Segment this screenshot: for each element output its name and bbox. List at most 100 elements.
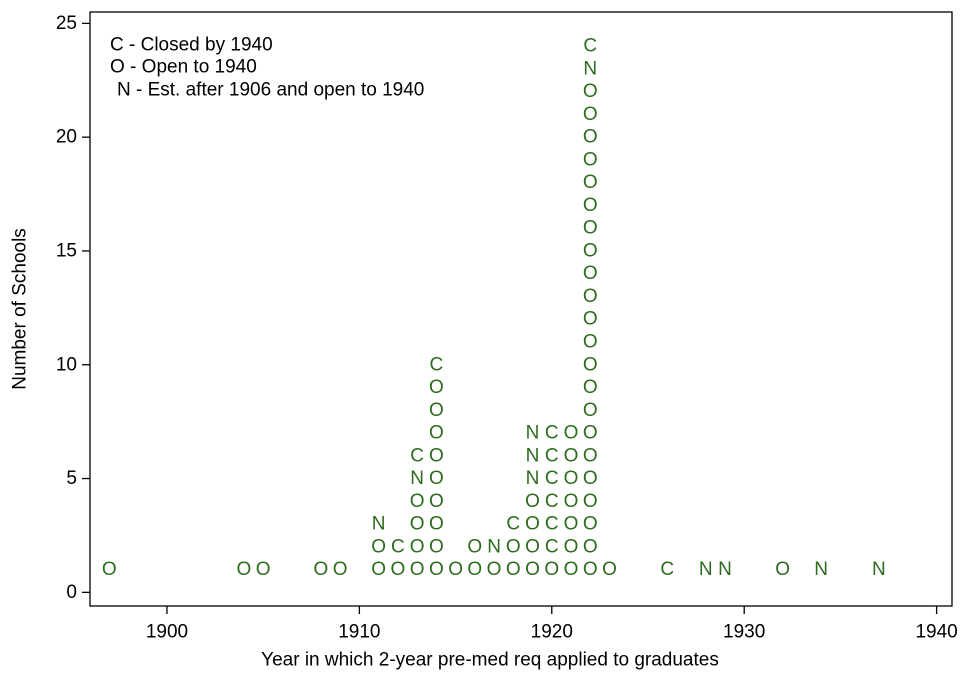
y-axis-label: Number of Schools	[10, 228, 31, 390]
annotation: N - Est. after 1906 and open to 1940	[117, 80, 424, 101]
point-marker: O	[429, 445, 444, 466]
point-marker: N	[718, 559, 732, 580]
point-marker: N	[526, 445, 540, 466]
x-tick-label: 1920	[531, 622, 573, 643]
point-marker: O	[429, 559, 444, 580]
point-marker: O	[371, 559, 386, 580]
point-marker: O	[583, 514, 598, 535]
point-marker: O	[448, 559, 463, 580]
point-marker: O	[429, 536, 444, 557]
point-marker: O	[602, 559, 617, 580]
point-marker: C	[545, 491, 559, 512]
point-marker: O	[525, 559, 540, 580]
point-marker: O	[410, 491, 425, 512]
point-marker: O	[564, 491, 579, 512]
point-marker: O	[583, 195, 598, 216]
x-tick-label: 1900	[146, 622, 188, 643]
point-marker: O	[583, 172, 598, 193]
point-marker: O	[410, 559, 425, 580]
point-marker: O	[544, 559, 559, 580]
point-marker: N	[872, 559, 886, 580]
point-marker: O	[583, 286, 598, 307]
point-marker: O	[102, 559, 117, 580]
point-marker: O	[467, 559, 482, 580]
y-tick-label: 15	[56, 240, 77, 261]
point-marker: C	[660, 559, 674, 580]
point-marker: O	[467, 536, 482, 557]
point-marker: O	[410, 536, 425, 557]
point-marker: C	[506, 514, 520, 535]
point-marker: O	[525, 491, 540, 512]
point-marker: O	[583, 491, 598, 512]
point-marker: O	[583, 240, 598, 261]
point-marker: C	[410, 445, 424, 466]
point-marker: O	[564, 445, 579, 466]
point-marker: O	[410, 514, 425, 535]
y-tick-label: 25	[56, 13, 77, 34]
point-marker: N	[699, 559, 713, 580]
point-marker: O	[506, 559, 521, 580]
point-marker: O	[429, 377, 444, 398]
point-marker: O	[583, 104, 598, 125]
point-marker: N	[410, 468, 424, 489]
point-marker: O	[583, 127, 598, 148]
annotation: C - Closed by 1940	[110, 35, 273, 56]
point-marker: O	[429, 514, 444, 535]
x-tick-label: 1910	[338, 622, 380, 643]
point-marker: O	[429, 468, 444, 489]
point-marker: O	[583, 468, 598, 489]
point-marker: C	[583, 36, 597, 57]
point-marker: C	[545, 445, 559, 466]
point-marker: O	[429, 400, 444, 421]
x-tick-label: 1930	[723, 622, 765, 643]
point-marker: N	[526, 423, 540, 444]
point-marker: C	[545, 536, 559, 557]
point-marker: C	[545, 514, 559, 535]
point-marker: O	[333, 559, 348, 580]
point-marker: O	[775, 559, 790, 580]
point-marker: N	[814, 559, 828, 580]
point-marker: O	[583, 423, 598, 444]
point-marker: O	[583, 309, 598, 330]
point-marker: O	[583, 400, 598, 421]
point-marker: C	[391, 536, 405, 557]
point-marker: O	[583, 263, 598, 284]
point-marker: O	[429, 491, 444, 512]
point-marker: O	[314, 559, 329, 580]
y-tick-label: 0	[66, 582, 77, 603]
point-marker: O	[583, 149, 598, 170]
plot-frame	[89, 11, 953, 607]
point-marker: O	[564, 468, 579, 489]
point-marker: O	[583, 445, 598, 466]
point-marker: N	[526, 468, 540, 489]
x-axis-label: Year in which 2-year pre-med req applied…	[261, 650, 719, 671]
point-marker: O	[237, 559, 252, 580]
point-marker: O	[506, 536, 521, 557]
point-marker: O	[525, 514, 540, 535]
point-marker: O	[487, 559, 502, 580]
point-marker: O	[429, 423, 444, 444]
point-marker: C	[545, 423, 559, 444]
point-marker: O	[371, 536, 386, 557]
point-marker: O	[525, 536, 540, 557]
point-marker: N	[372, 514, 386, 535]
point-marker: O	[583, 218, 598, 239]
point-marker: C	[545, 468, 559, 489]
point-marker: O	[583, 354, 598, 375]
point-marker: C	[429, 354, 443, 375]
point-marker: N	[583, 58, 597, 79]
point-marker: O	[564, 536, 579, 557]
point-marker: O	[390, 559, 405, 580]
point-marker: O	[583, 559, 598, 580]
point-marker: O	[583, 332, 598, 353]
point-marker: O	[583, 81, 598, 102]
point-marker: O	[564, 514, 579, 535]
point-marker: O	[583, 377, 598, 398]
y-tick-label: 5	[66, 468, 77, 489]
point-marker: N	[487, 536, 501, 557]
y-tick-label: 10	[56, 354, 77, 375]
point-marker: O	[564, 423, 579, 444]
annotation: O - Open to 1940	[110, 57, 257, 78]
point-marker: O	[564, 559, 579, 580]
